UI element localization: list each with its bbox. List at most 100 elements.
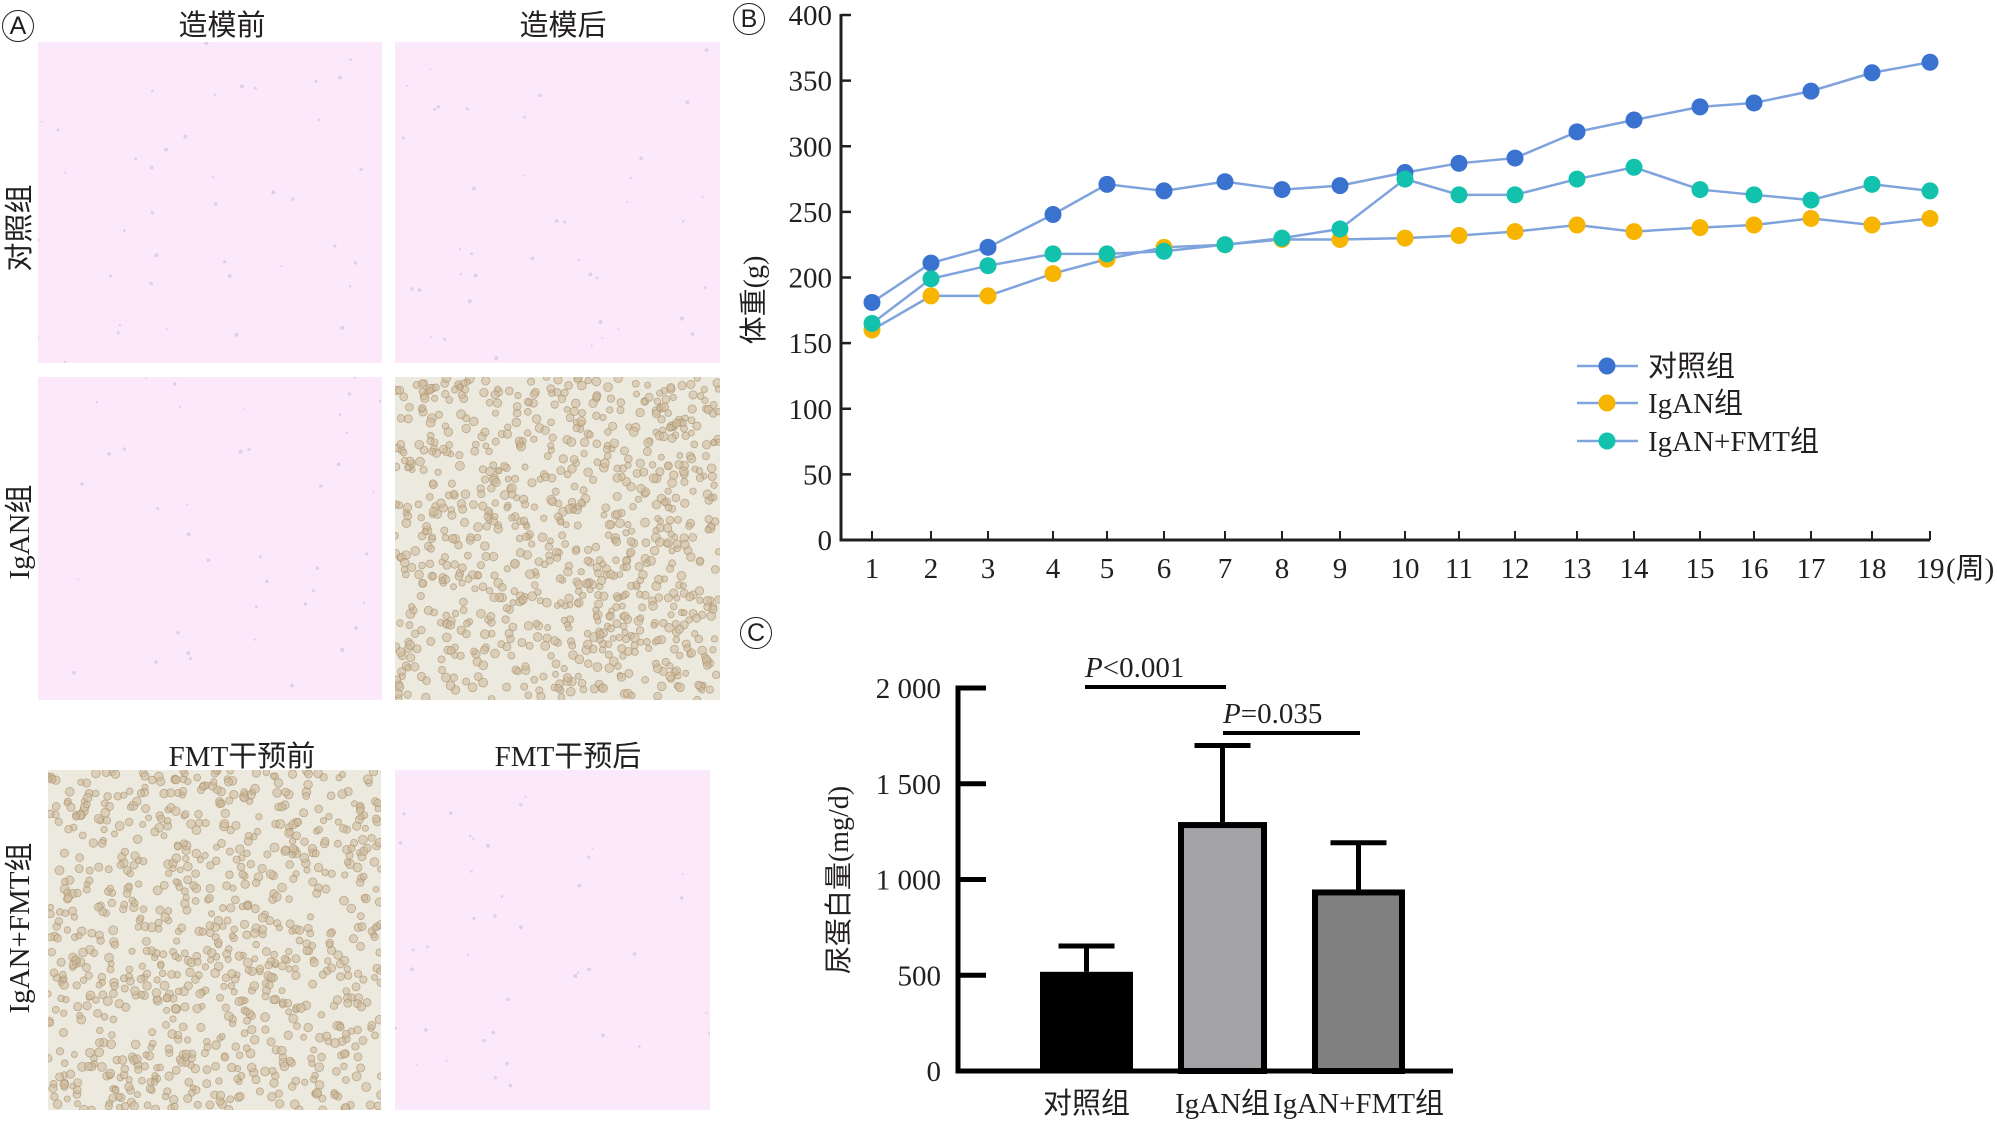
cell (592, 613, 600, 621)
cell (247, 1025, 257, 1035)
cell (319, 773, 328, 782)
proteinuria-bar-chart: 0 500 1 000 1 500 2 000 对照组 IgAN组 IgAN+FMT组 P<… (823, 652, 1453, 1120)
cell (680, 609, 688, 617)
cell (320, 837, 330, 846)
cell (224, 955, 232, 963)
cell (136, 914, 145, 922)
cell (426, 387, 434, 395)
cell (169, 1015, 177, 1023)
cell (231, 820, 241, 830)
cell (242, 1007, 251, 1016)
cell (608, 656, 619, 667)
cell (162, 1021, 170, 1029)
cell (48, 903, 55, 911)
cell (589, 475, 598, 484)
data-point (979, 257, 997, 275)
cell (706, 463, 717, 474)
cell (502, 604, 511, 613)
cell (676, 571, 687, 581)
cell (527, 377, 536, 386)
cell (261, 992, 270, 1001)
cell (132, 834, 143, 844)
cell (96, 1026, 104, 1035)
cell (181, 1049, 191, 1059)
cell (612, 509, 622, 519)
cell (410, 629, 420, 638)
cell (356, 1002, 366, 1012)
data-point (1568, 170, 1586, 188)
panel-b-label: B (733, 3, 765, 35)
cell (517, 638, 527, 648)
cell (660, 575, 668, 583)
cell (592, 662, 603, 672)
cell (160, 912, 170, 922)
cell (151, 988, 162, 998)
cell (103, 792, 112, 801)
cell (599, 560, 607, 568)
cell (347, 844, 356, 853)
cell (672, 418, 682, 428)
cell (428, 479, 437, 488)
cell (579, 437, 590, 447)
cell (225, 870, 234, 879)
cell (675, 682, 685, 693)
cell (251, 1075, 261, 1085)
cell (417, 513, 425, 522)
cell (106, 884, 114, 893)
cell (560, 665, 568, 673)
cell (185, 967, 195, 977)
cell (371, 924, 379, 932)
cell (85, 990, 96, 1001)
cell (477, 489, 486, 499)
bar (1312, 889, 1405, 1075)
cell (712, 378, 720, 388)
data-point (1625, 158, 1643, 176)
cell (427, 544, 435, 553)
cell (59, 848, 69, 858)
micrograph-fmt-before (48, 770, 381, 1110)
cell (652, 659, 660, 668)
cell (341, 1103, 351, 1110)
cell (451, 651, 459, 659)
cell (226, 770, 235, 775)
cell (247, 1062, 257, 1073)
cell (130, 899, 139, 907)
cell (613, 377, 623, 383)
cell (450, 489, 458, 498)
cell (106, 965, 115, 974)
cell (438, 444, 448, 454)
cell (212, 843, 220, 851)
cell (147, 1043, 155, 1051)
cell (164, 1071, 174, 1081)
cell (333, 839, 342, 848)
cell (240, 788, 249, 797)
cell (359, 872, 368, 881)
y-axis-label: 体重(g) (738, 256, 770, 345)
cell (480, 541, 490, 551)
cell (154, 924, 163, 933)
cell (367, 834, 376, 842)
data-point (1863, 64, 1881, 82)
micrograph-fmt-after (395, 770, 710, 1110)
cell (583, 556, 592, 566)
cell (612, 492, 622, 502)
cell (470, 647, 478, 656)
cell (340, 1049, 349, 1059)
cell (257, 863, 267, 873)
cell (201, 819, 210, 828)
cell (63, 1095, 71, 1103)
cell (130, 1039, 141, 1050)
cell (111, 830, 119, 838)
cell (94, 1047, 104, 1058)
cell (142, 1051, 150, 1059)
cell (644, 392, 654, 402)
cell (285, 947, 293, 956)
cell (142, 969, 152, 978)
cell (308, 877, 318, 887)
data-point (979, 287, 997, 305)
cell (288, 837, 297, 845)
cell (666, 383, 676, 392)
cell (122, 866, 132, 875)
cell (120, 974, 128, 983)
data-point (1921, 209, 1939, 227)
